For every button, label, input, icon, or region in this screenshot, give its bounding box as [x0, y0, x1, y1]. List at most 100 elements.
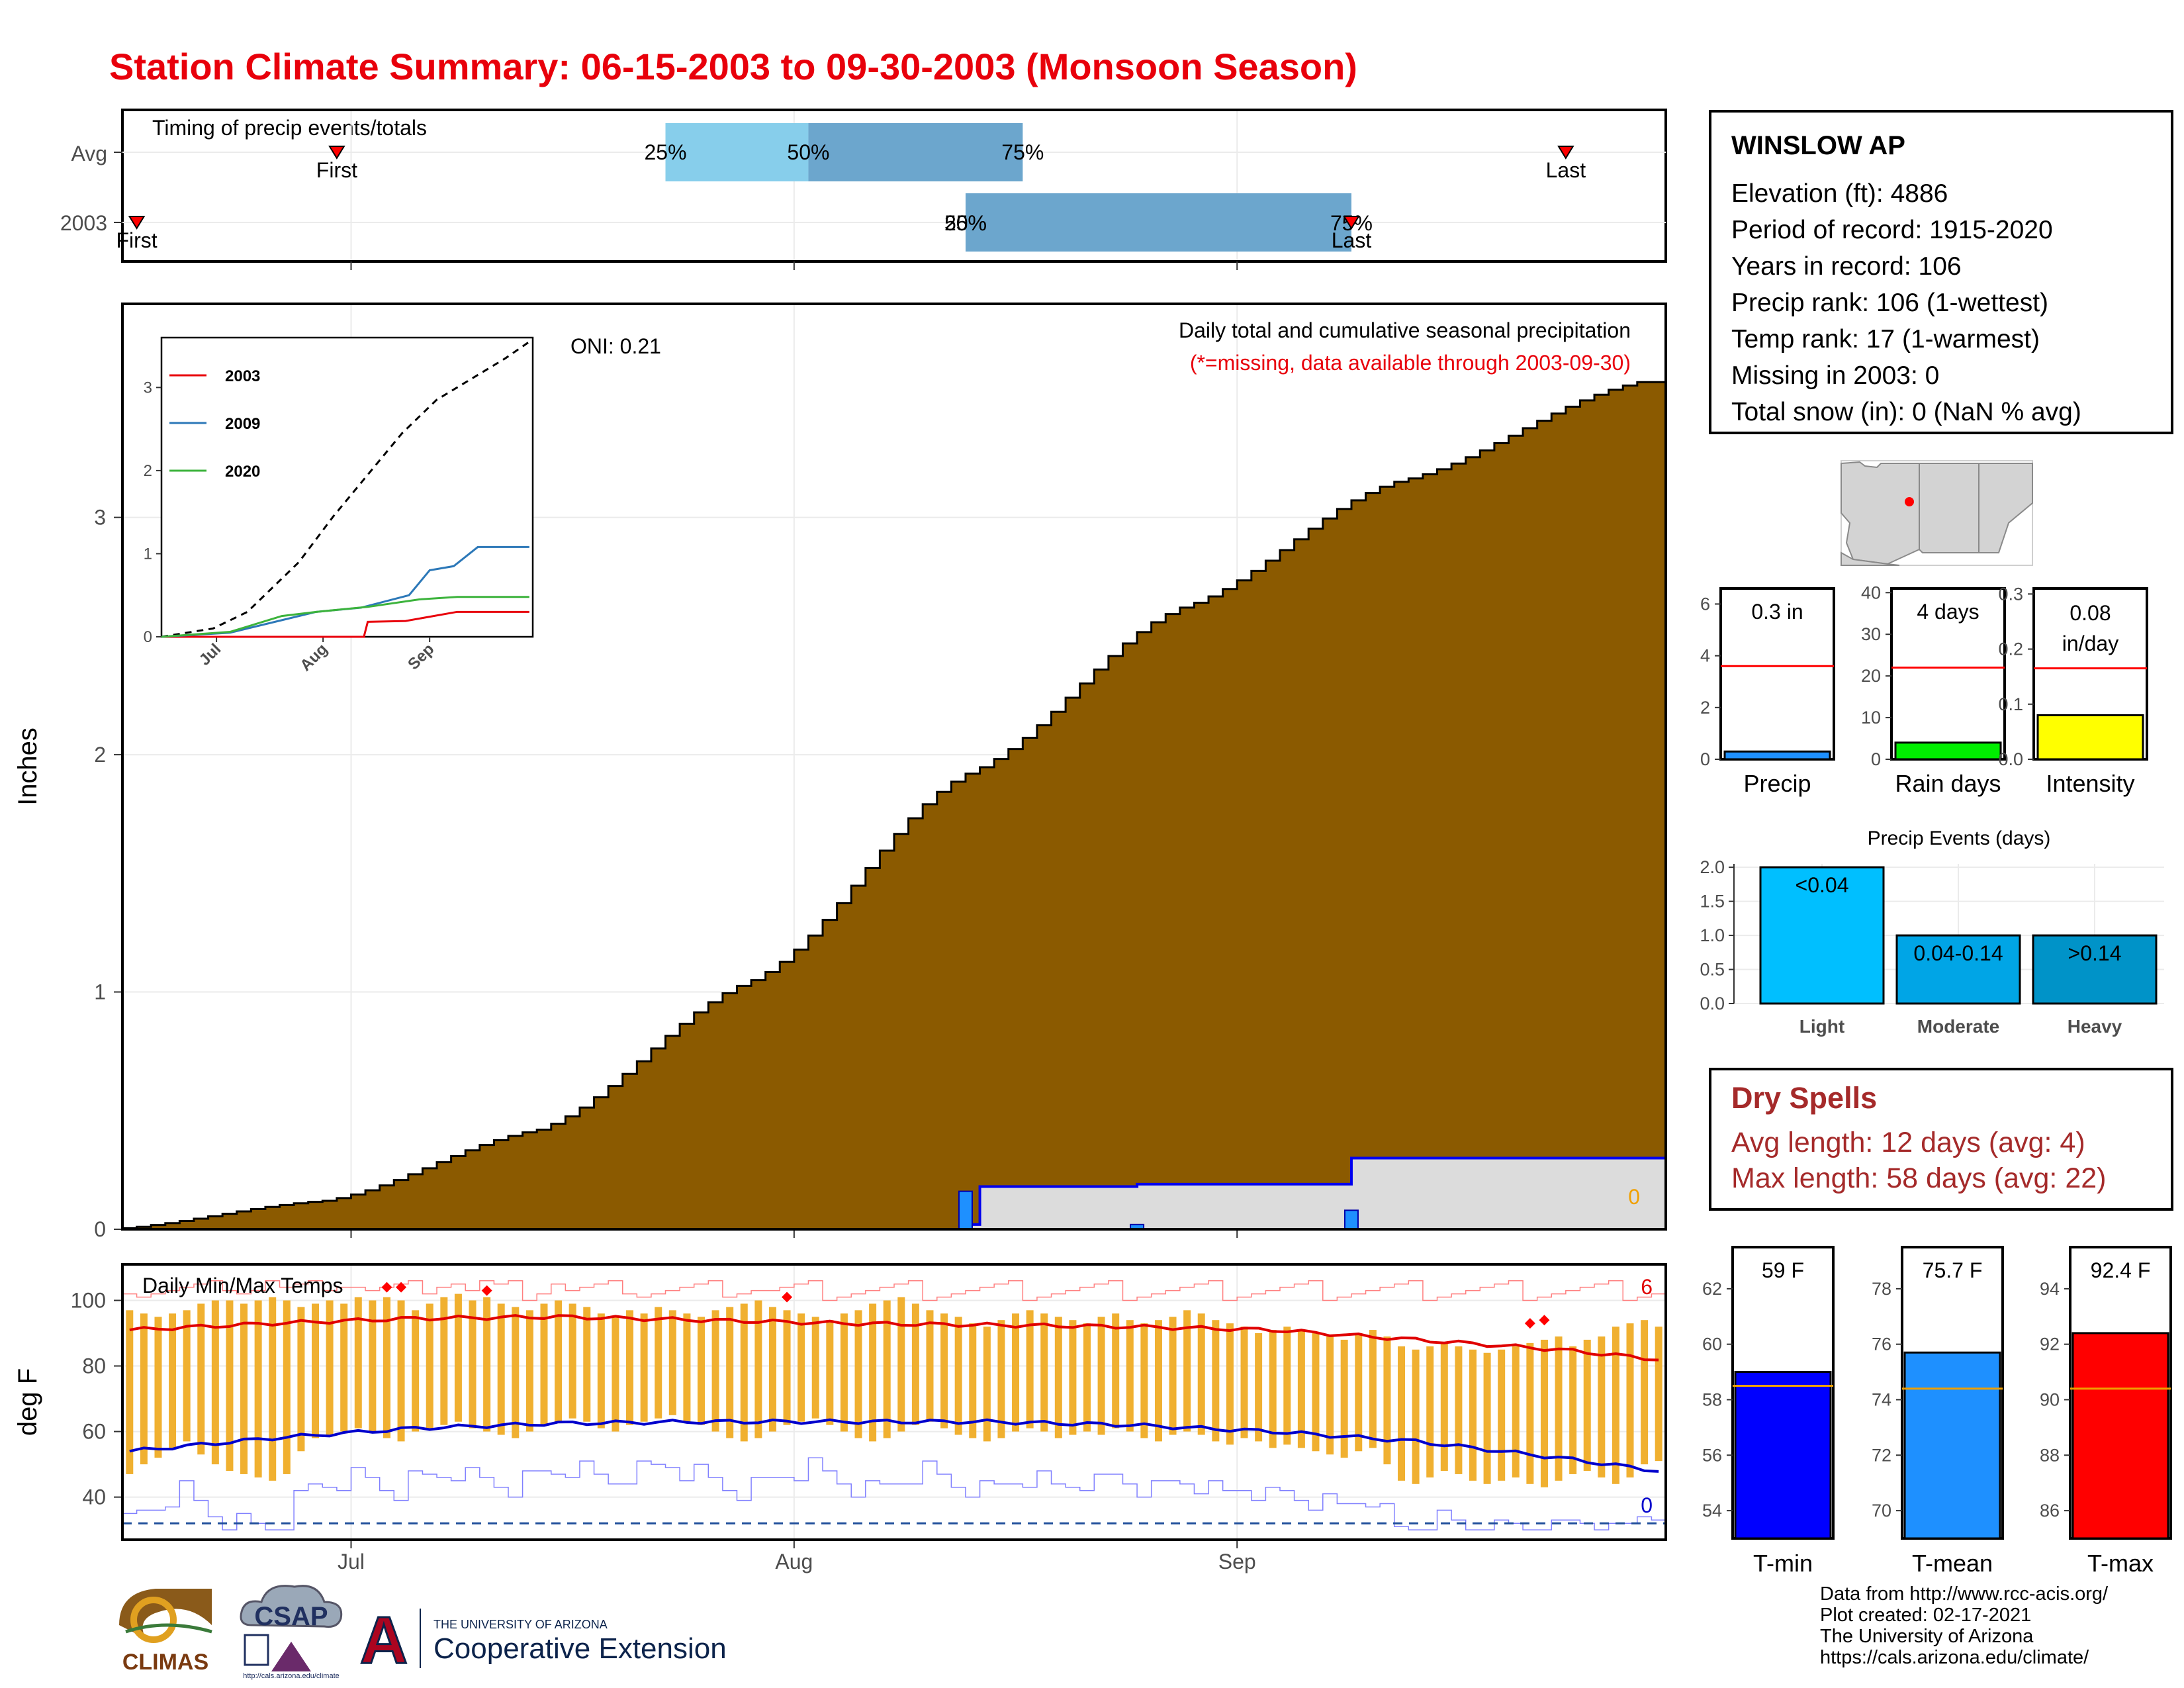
map-state-nm [1919, 463, 1979, 553]
temp-range-bar [640, 1313, 648, 1422]
svg-text:A: A [360, 1603, 408, 1675]
dry-max-length: Max length: 58 days (avg: 22) [1731, 1162, 2107, 1194]
tempbar-t-mean-ytick-76: 76 [1872, 1335, 1891, 1354]
tempbar-t-min-label: T-min [1753, 1550, 1813, 1577]
temp-range-bar [740, 1303, 748, 1442]
record-high-marker [782, 1291, 793, 1303]
temp-range-bar [683, 1313, 691, 1422]
temp-range-bar [626, 1310, 634, 1425]
tempbar-t-min-bar [1734, 1371, 1832, 1540]
summary-intensity-ytick-0.0: 0.0 [1998, 749, 2023, 769]
temp-range-bar [811, 1317, 819, 1419]
temp-range-bar [1054, 1317, 1062, 1438]
temp-range-bar [897, 1297, 905, 1432]
credit-url: https://cals.arizona.edu/climate/ [1820, 1647, 2089, 1668]
summary-precip-ytick-2: 2 [1700, 698, 1710, 718]
temp-range-bar [1626, 1323, 1634, 1477]
inset-series-average [161, 341, 530, 638]
temp-range-bar [555, 1300, 563, 1422]
station-period: Period of record: 1915-2020 [1731, 216, 2053, 244]
temp-range-bar [583, 1307, 591, 1422]
tempbar-t-mean-ytick-72: 72 [1872, 1445, 1891, 1465]
summary-rain-days-ytick-0: 0 [1871, 749, 1881, 769]
summary-rain-days-ytick-40: 40 [1861, 583, 1881, 602]
avg-bar-25-50 [665, 123, 809, 181]
temp-range-bar [726, 1307, 734, 1438]
obs-cumulative-area [122, 1158, 1666, 1229]
temp-range-bar [1426, 1346, 1434, 1477]
temp-frame [121, 1263, 1667, 1541]
csap-logo[interactable]: CSAP http://cals.arizona.edu/climate [232, 1579, 351, 1681]
temp-range-bar [954, 1317, 962, 1435]
tempbar-t-min-ytick-56: 56 [1702, 1445, 1722, 1465]
temp-range-bar [597, 1313, 605, 1429]
temp-ylabel: deg F [13, 1368, 42, 1436]
temp-range-bar [940, 1313, 948, 1429]
tempbar-t-max-ytick-86: 86 [2040, 1501, 2060, 1521]
avg-label-50: 50% [787, 140, 829, 164]
temp-range-bar [240, 1303, 248, 1474]
events-xtick-heavy: Heavy [2068, 1016, 2122, 1037]
ua-cooperative-extension-logo[interactable]: A THE UNIVERSITY OF ARIZONA Cooperative … [357, 1602, 741, 1675]
record-high-marker [381, 1282, 392, 1293]
arizona-map [1841, 460, 2033, 566]
inset-ytick-0: 0 [144, 628, 152, 646]
summary-precip-ytick-6: 6 [1700, 594, 1710, 614]
tempbar-t-max-ytick-90: 90 [2040, 1389, 2060, 1409]
summary-rain-days-bar [1894, 741, 2002, 761]
temp-range-bar [1097, 1317, 1105, 1435]
y2003-label-25: 25% [944, 211, 987, 235]
inset-ytick-2: 2 [144, 462, 152, 480]
temp-ytick-40: 40 [82, 1485, 106, 1509]
tempbar-t-max-ytick-92: 92 [2040, 1335, 2060, 1354]
precip-frame [121, 303, 1667, 1231]
temp-range-bar [612, 1317, 619, 1432]
events-title: Precip Events (days) [1868, 827, 2051, 849]
temp-range-bar [1326, 1336, 1334, 1455]
tempbar-t-min-value: 59 F [1762, 1258, 1804, 1282]
temp-background [122, 1264, 1666, 1540]
y2003-first-label: First [116, 228, 157, 252]
temp-range-bar [1169, 1317, 1177, 1435]
summary-precip-ytick-4: 4 [1700, 646, 1710, 666]
temp-range-bar [840, 1313, 848, 1432]
avg-first-marker [328, 146, 345, 160]
temp-range-bar [668, 1310, 676, 1415]
record-high-marker [396, 1282, 407, 1293]
temp-range-bar [1583, 1339, 1591, 1471]
map-state-tx [1978, 463, 2033, 553]
temp-range-bar [1197, 1313, 1205, 1435]
temp-range-bar [140, 1313, 148, 1465]
credits: Data from http://www.rcc-acis.org/ Plot … [1820, 1583, 2108, 1668]
temp-range-bar [1112, 1313, 1120, 1429]
summary-intensity-ytick-0.1: 0.1 [1998, 694, 2023, 714]
avg-cumulative-area [121, 381, 1667, 1231]
credit-institution: The University of Arizona [1820, 1626, 2034, 1647]
temp-range-bar [1469, 1349, 1477, 1481]
temp-range-bar [1383, 1336, 1391, 1465]
temp-range-bar [1040, 1313, 1048, 1432]
tempbar-t-mean-ytick-78: 78 [1872, 1279, 1891, 1299]
station-precip-rank: Precip rank: 106 (1-wettest) [1731, 289, 2049, 317]
tempbar-t-max-label: T-max [2087, 1550, 2154, 1577]
events-xtick-light: Light [1799, 1016, 1844, 1037]
temp-range-bar [197, 1303, 205, 1455]
dry-spells-box: Dry Spells Avg length: 12 days (avg: 4) … [1709, 1068, 2173, 1211]
oni-label: ONI: 0.21 [570, 334, 661, 358]
temp-ytick-100: 100 [71, 1288, 106, 1312]
temp-range-bar [1154, 1320, 1162, 1442]
inset-series-2020 [161, 596, 529, 638]
tempbar-t-mean-ytick-74: 74 [1872, 1389, 1891, 1409]
temp-range-bar [1455, 1346, 1463, 1474]
summary-rain-days-ytick-30: 30 [1861, 624, 1881, 644]
temp-range-bar [797, 1313, 805, 1422]
temp-range-bar [312, 1303, 319, 1438]
tempbar-t-min-ytick-60: 60 [1702, 1335, 1722, 1354]
temp-range-bar [1269, 1330, 1277, 1448]
temp-range-bar [383, 1297, 390, 1438]
dry-avg-length: Avg length: 12 days (avg: 4) [1731, 1127, 2085, 1158]
climas-logo[interactable]: CLIMAS [106, 1579, 225, 1678]
temp-panel: 40 60 80 100 Daily Min/Max Temps 6 0 deg F [13, 1263, 1667, 1548]
y2003-last-label: Last [1332, 228, 1372, 252]
temp-range-bar [469, 1300, 477, 1429]
